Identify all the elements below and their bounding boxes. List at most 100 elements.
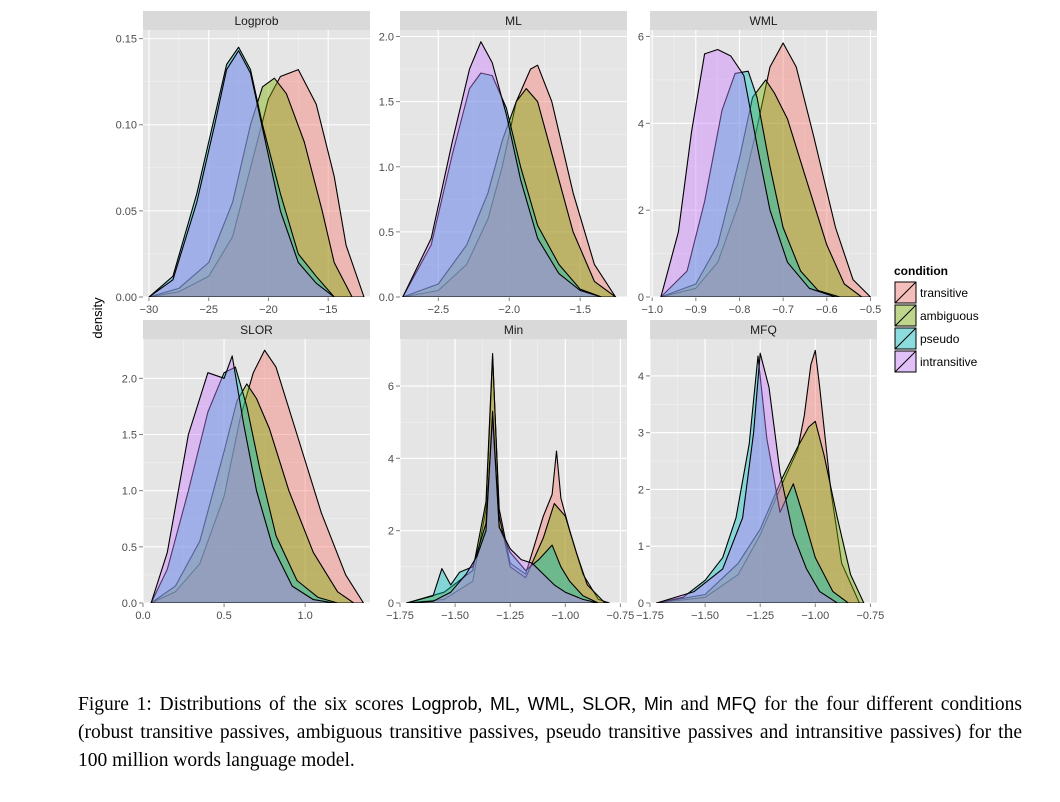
strip-mfq xyxy=(650,320,877,339)
x-tick-label: −2.0 xyxy=(498,304,520,316)
plot-background xyxy=(400,339,627,603)
panel-ml: ML −2.5 −2.0 −1.5 0.0 0.5 1.0 1.5 2.0 xyxy=(379,11,627,316)
legend-item-intransitive: intransitive xyxy=(893,349,978,374)
density-areas xyxy=(656,349,865,603)
legend-item-ambiguous: ambiguous xyxy=(893,303,979,328)
panel-wml: WML −1.0 −0.9 −0.8 −0.7 −0.6 −0.5 0 2 4 6 xyxy=(638,11,881,316)
y-tick-label: 0.15 xyxy=(116,34,137,46)
strip-ml xyxy=(400,11,627,30)
y-tick-label: 0.10 xyxy=(116,120,137,132)
y-tick-label: 4 xyxy=(388,453,394,465)
density-area-pseudo xyxy=(148,46,335,297)
density-area-transitive xyxy=(656,349,860,603)
density-area-intransitive xyxy=(150,355,335,603)
x-tick-label: −1.25 xyxy=(746,610,774,622)
strip-slor xyxy=(143,320,370,339)
panel-min: Min −1.75 −1.50 −1.25 −1.00 −0.75 0 2 4 6 xyxy=(386,320,634,622)
density-area-pseudo xyxy=(660,70,841,297)
density-area-ambiguous xyxy=(150,383,355,603)
plot-background xyxy=(143,339,370,603)
x-tick-label: −30 xyxy=(140,304,159,316)
y-tick-label: 1.5 xyxy=(122,429,137,441)
y-tick-label: 0 xyxy=(388,598,394,610)
x-tick-label: −0.8 xyxy=(729,304,751,316)
density-area-ambiguous xyxy=(660,79,863,297)
y-tick-label: 2.0 xyxy=(379,32,394,44)
caption-suffix: for the four different conditions (robus… xyxy=(78,694,1022,771)
density-area-pseudo xyxy=(150,366,339,603)
legend-label: ambiguous xyxy=(920,309,979,323)
legend-title: condition xyxy=(894,264,948,278)
x-tick-label: −15 xyxy=(319,304,338,316)
density-area-pseudo xyxy=(406,418,599,603)
density-areas xyxy=(402,41,617,297)
x-tick-label: −1.5 xyxy=(569,304,591,316)
caption-score-mfq: MFQ xyxy=(716,694,757,714)
density-areas xyxy=(148,46,365,297)
caption-sep: , xyxy=(515,694,528,715)
caption-sep: , xyxy=(631,694,644,715)
y-tick-label: 0.0 xyxy=(379,292,394,304)
faceted-density-figure: Logprob−30 −25 −20 −150.000.050.100.15ML−2.… xyxy=(90,11,979,622)
strip-wml xyxy=(650,11,877,30)
panel-slor: SLOR 0.0 0.5 1.0 0.0 0.5 1.0 1.5 2.0 xyxy=(122,320,370,622)
density-areas xyxy=(406,352,610,603)
x-tick-label: −0.9 xyxy=(685,304,707,316)
y-tick-label: 0.00 xyxy=(116,292,137,304)
panel-title: SLOR xyxy=(240,323,273,337)
y-tick-label: 6 xyxy=(638,32,644,44)
caption-score-ml: ML xyxy=(490,694,516,714)
density-area-intransitive xyxy=(148,50,335,297)
density-area-transitive xyxy=(660,42,872,297)
x-tick-label: −0.75 xyxy=(606,610,634,622)
caption-prefix: Figure 1: Distributions of the six score… xyxy=(78,694,412,715)
panel-title: MFQ xyxy=(750,323,777,337)
density-area-transitive xyxy=(150,349,365,603)
caption-score-slor: SLOR xyxy=(582,694,632,714)
density-area-intransitive xyxy=(402,41,603,297)
x-tick-label: −1.25 xyxy=(496,610,524,622)
panel-title: WML xyxy=(750,14,778,28)
x-tick-label: 0.0 xyxy=(135,610,150,622)
y-tick-label: 4 xyxy=(638,118,644,130)
y-tick-label: 6 xyxy=(388,381,394,393)
y-tick-label: 0.5 xyxy=(379,227,394,239)
x-tick-label: −1.0 xyxy=(641,304,663,316)
y-tick-label: 2 xyxy=(388,526,394,538)
density-area-ambiguous xyxy=(148,77,353,297)
strip-min xyxy=(400,320,627,339)
x-tick-label: −25 xyxy=(199,304,218,316)
y-tick-label: 4 xyxy=(638,371,644,383)
density-area-pseudo xyxy=(656,355,849,603)
legend-label: intransitive xyxy=(920,355,978,369)
y-tick-label: 1.0 xyxy=(122,486,137,498)
x-tick-label: −2.5 xyxy=(427,304,449,316)
x-tick-label: −1.75 xyxy=(636,610,664,622)
legend-label: transitive xyxy=(920,286,968,300)
y-tick-label: 0.0 xyxy=(122,598,137,610)
x-tick-label: 1.0 xyxy=(297,610,312,622)
density-area-intransitive xyxy=(406,410,599,603)
y-tick-label: 0.05 xyxy=(116,206,137,218)
x-tick-label: −20 xyxy=(259,304,278,316)
x-tick-label: −0.75 xyxy=(856,610,884,622)
y-tick-label: 2 xyxy=(638,205,644,217)
strip-logprob xyxy=(143,11,370,30)
legend-key-slash xyxy=(894,350,917,373)
y-axis-label: density xyxy=(90,297,105,339)
y-tick-label: 2 xyxy=(638,484,644,496)
x-tick-label: −1.50 xyxy=(441,610,469,622)
density-area-pseudo xyxy=(402,72,603,297)
x-tick-label: −1.00 xyxy=(551,610,579,622)
legend-key-slash xyxy=(894,281,917,304)
caption-sep: , xyxy=(569,694,583,715)
caption-score-wml: WML xyxy=(527,694,570,714)
density-areas xyxy=(150,349,365,603)
legend: condition transitive ambiguous pseudo intra… xyxy=(893,264,979,374)
panel-logprob: Logprob −30 −25 −20 −15 0.00 0.05 0.10 0.15 xyxy=(116,11,370,316)
x-tick-label: 0.5 xyxy=(216,610,231,622)
caption-sep: , xyxy=(477,694,491,715)
legend-item-transitive: transitive xyxy=(893,280,968,305)
panel-title: Logprob xyxy=(234,14,278,28)
figure-caption: Figure 1: Distributions of the six score… xyxy=(78,690,1022,775)
